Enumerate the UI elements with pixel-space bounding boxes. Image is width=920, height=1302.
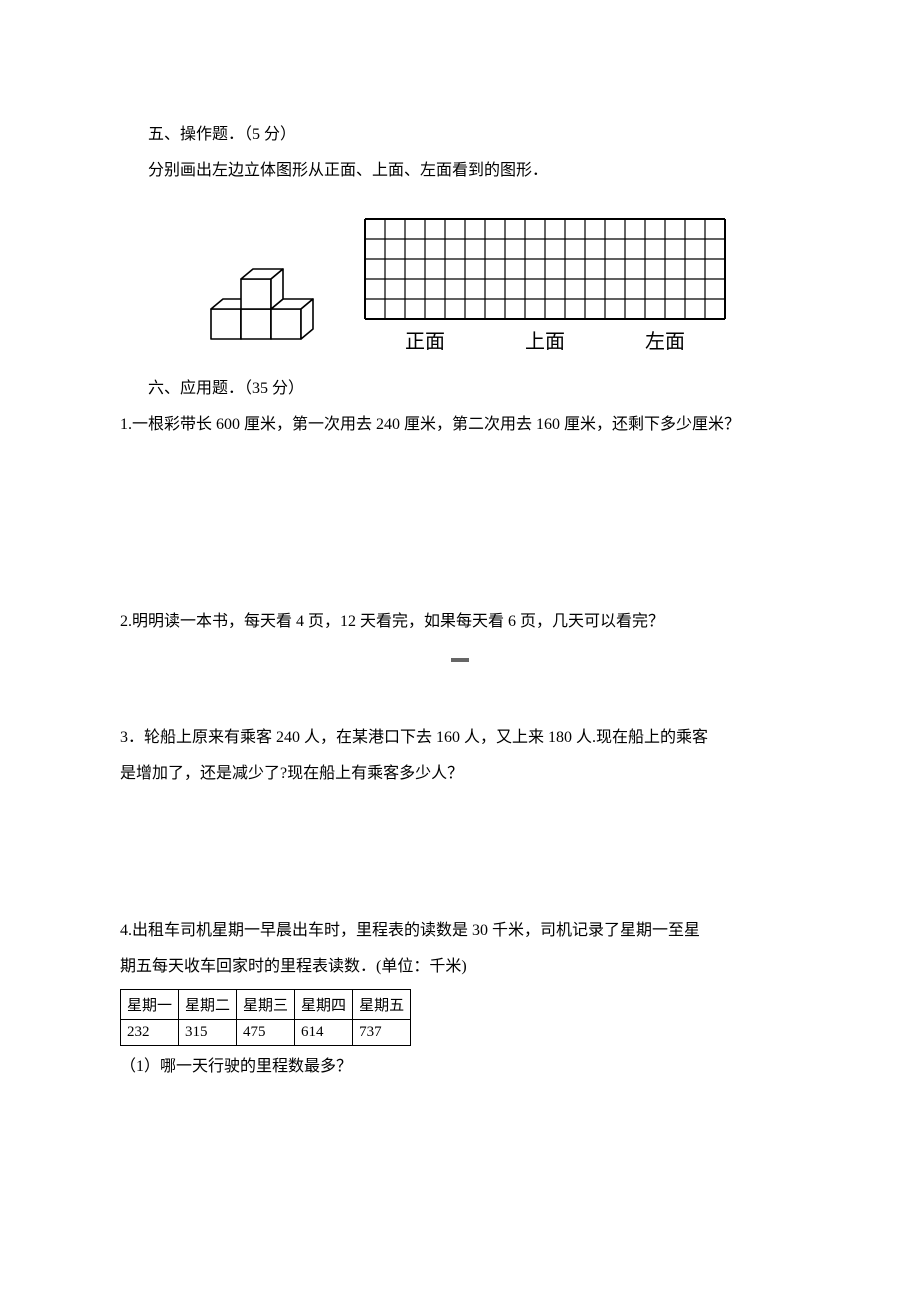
table-value-cell: 475	[237, 1019, 295, 1045]
answer-grid-wrap: 正面 上面 左面	[363, 217, 727, 354]
q3-line1: 3．轮船上原来有乘客 240 人，在某港口下去 160 人，又上来 180 人.…	[120, 723, 800, 753]
table-header-cell: 星期五	[353, 989, 411, 1019]
mileage-table: 星期一 星期二 星期三 星期四 星期五 232 315 475 614 737	[120, 989, 411, 1046]
table-value-cell: 614	[295, 1019, 353, 1045]
section5-prompt: 分别画出左边立体图形从正面、上面、左面看到的图形．	[120, 156, 800, 186]
workspace-q3b	[120, 876, 800, 916]
table-value-cell: 232	[121, 1019, 179, 1045]
section6-heading: 六、应用题．（35 分）	[120, 374, 800, 404]
cubes-figure	[193, 254, 333, 354]
q2: 2.明明读一本书，每天看 4 页，12 天看完，如果每天看 6 页，几天可以看完…	[120, 607, 800, 637]
label-front: 正面	[405, 325, 445, 354]
table-value-cell: 315	[179, 1019, 237, 1045]
table-header-cell: 星期一	[121, 989, 179, 1019]
table-value-cell: 737	[353, 1019, 411, 1045]
q4-line2: 期五每天收车回家时的里程表读数．(单位：千米)	[120, 952, 800, 982]
page-center-mark	[451, 658, 469, 662]
cubes-svg	[193, 254, 333, 354]
answer-grid-svg	[363, 217, 727, 321]
workspace-q3	[120, 796, 800, 876]
q4-line1: 4.出租车司机星期一早晨出车时，里程表的读数是 30 千米，司机记录了星期一至星	[120, 916, 800, 946]
table-header-cell: 星期二	[179, 989, 237, 1019]
q1: 1.一根彩带长 600 厘米，第一次用去 240 厘米，第二次用去 160 厘米…	[120, 410, 800, 440]
table-row: 232 315 475 614 737	[121, 1019, 411, 1045]
workspace-q2	[120, 643, 800, 723]
section5-heading: 五、操作题．（5 分）	[120, 120, 800, 150]
q3-line2: 是增加了，还是减少了?现在船上有乘客多少人？	[120, 759, 800, 789]
workspace-q1	[120, 447, 800, 607]
page: 五、操作题．（5 分） 分别画出左边立体图形从正面、上面、左面看到的图形．	[0, 0, 920, 1302]
label-top: 上面	[525, 325, 565, 354]
section5-figure-row: 正面 上面 左面	[120, 217, 800, 354]
table-header-cell: 星期四	[295, 989, 353, 1019]
label-left: 左面	[645, 325, 685, 354]
grid-labels: 正面 上面 左面	[365, 325, 725, 354]
table-row: 星期一 星期二 星期三 星期四 星期五	[121, 989, 411, 1019]
q4-sub1: （1）哪一天行驶的里程数最多？	[120, 1052, 800, 1082]
table-header-cell: 星期三	[237, 989, 295, 1019]
